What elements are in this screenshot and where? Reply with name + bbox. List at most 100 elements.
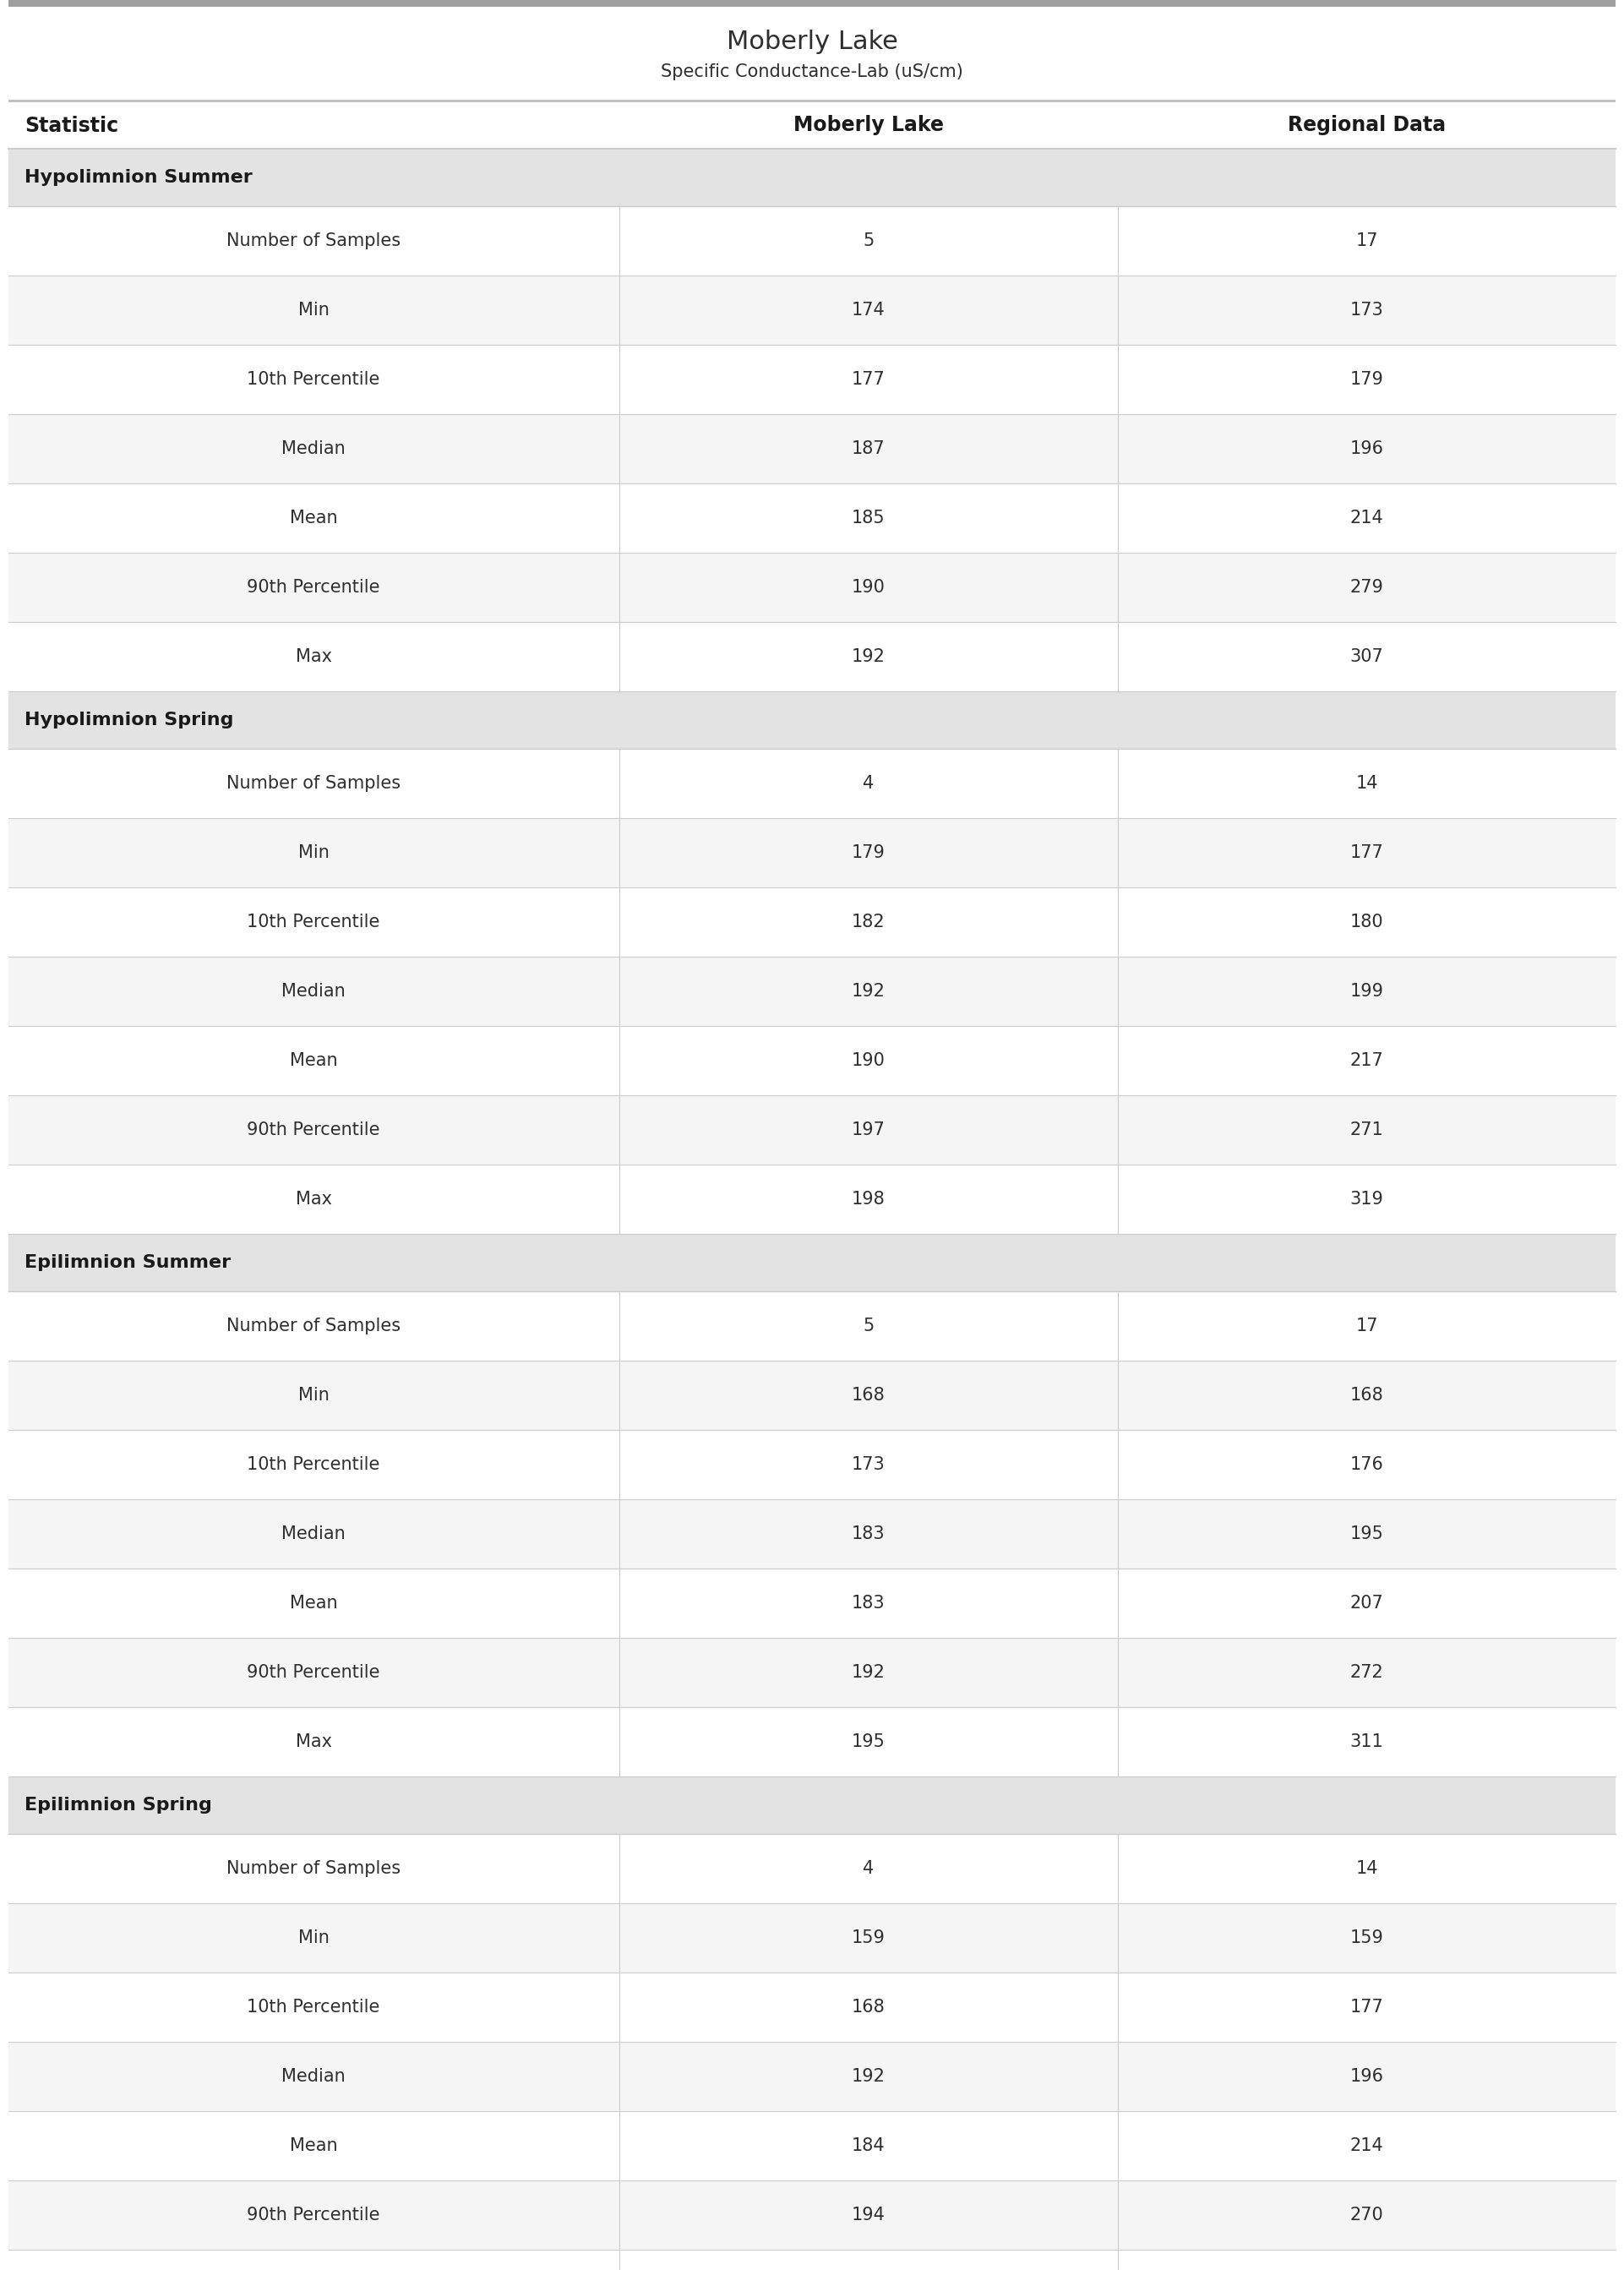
Text: 184: 184 (851, 2138, 885, 2154)
Bar (8, 956, 1616, 1026)
Bar (8, 1973, 1616, 2041)
Bar (8, 1902, 1616, 1973)
Bar (8, 692, 1616, 749)
Bar (8, 2250, 1616, 2270)
Bar (8, 622, 1616, 692)
Text: 168: 168 (851, 1998, 885, 2016)
Bar (8, 207, 1616, 275)
Text: Moberly Lake: Moberly Lake (726, 30, 898, 54)
Text: 14: 14 (1356, 774, 1377, 792)
Text: Median: Median (281, 1525, 346, 1541)
Bar (8, 1707, 1616, 1777)
Text: 307: 307 (1350, 649, 1384, 665)
Text: 5: 5 (862, 232, 874, 250)
Text: 185: 185 (851, 508, 885, 527)
Text: 187: 187 (851, 440, 885, 456)
Text: 270: 270 (1350, 2206, 1384, 2225)
Text: Number of Samples: Number of Samples (226, 1859, 401, 1877)
Text: 192: 192 (851, 2068, 885, 2084)
Text: 174: 174 (851, 302, 885, 318)
Text: Max: Max (296, 1192, 331, 1208)
Text: Min: Min (299, 1930, 330, 1945)
Bar (8, 2041, 1616, 2111)
Text: 168: 168 (1350, 1387, 1384, 1403)
Text: 192: 192 (851, 649, 885, 665)
Text: Epilimnion Summer: Epilimnion Summer (24, 1253, 231, 1271)
Text: Mean: Mean (289, 2138, 338, 2154)
Text: Mean: Mean (289, 1053, 338, 1069)
Text: 180: 180 (1350, 913, 1384, 931)
Text: 14: 14 (1356, 1859, 1377, 1877)
Text: 179: 179 (851, 844, 885, 860)
Bar (8, 817, 1616, 888)
Bar (8, 1430, 1616, 1498)
Text: 196: 196 (1350, 440, 1384, 456)
Text: Regional Data: Regional Data (1288, 116, 1445, 136)
Text: 177: 177 (1350, 1998, 1384, 2016)
Text: 173: 173 (851, 1455, 885, 1473)
Bar (8, 749, 1616, 817)
Text: 192: 192 (851, 983, 885, 999)
Text: 311: 311 (1350, 1734, 1384, 1750)
Bar (8, 1834, 1616, 1902)
Text: Number of Samples: Number of Samples (226, 774, 401, 792)
Text: 198: 198 (851, 1192, 885, 1208)
Text: 10th Percentile: 10th Percentile (247, 1455, 380, 1473)
Text: Specific Conductance-Lab (uS/cm): Specific Conductance-Lab (uS/cm) (661, 64, 963, 79)
Bar (8, 1235, 1616, 1292)
Bar (8, 100, 1616, 102)
Text: 90th Percentile: 90th Percentile (247, 1664, 380, 1682)
Text: 10th Percentile: 10th Percentile (247, 370, 380, 388)
Text: 319: 319 (1350, 1192, 1384, 1208)
Text: Number of Samples: Number of Samples (226, 232, 401, 250)
Bar (8, 2181, 1616, 2250)
Text: Min: Min (299, 844, 330, 860)
Text: Hypolimnion Spring: Hypolimnion Spring (24, 711, 234, 729)
Bar (8, 484, 1616, 552)
Text: 279: 279 (1350, 579, 1384, 595)
Text: Median: Median (281, 983, 346, 999)
Text: 90th Percentile: 90th Percentile (247, 2206, 380, 2225)
Bar (8, 1639, 1616, 1707)
Text: Moberly Lake: Moberly Lake (793, 116, 944, 136)
Text: Statistic: Statistic (24, 116, 119, 136)
Bar (8, 1096, 1616, 1165)
Text: Max: Max (296, 1734, 331, 1750)
Text: Max: Max (296, 649, 331, 665)
Text: 4: 4 (862, 1859, 874, 1877)
Text: Mean: Mean (289, 508, 338, 527)
Text: 197: 197 (851, 1121, 885, 1137)
Text: Hypolimnion Summer: Hypolimnion Summer (24, 168, 252, 186)
Bar (8, 1360, 1616, 1430)
Text: Number of Samples: Number of Samples (226, 1317, 401, 1335)
Text: 176: 176 (1350, 1455, 1384, 1473)
Text: 17: 17 (1356, 1317, 1377, 1335)
Text: 217: 217 (1350, 1053, 1384, 1069)
Bar (8, 1026, 1616, 1096)
Bar (8, 2111, 1616, 2181)
Text: 214: 214 (1350, 2138, 1384, 2154)
Text: 177: 177 (1350, 844, 1384, 860)
Text: 190: 190 (851, 579, 885, 595)
Text: 192: 192 (851, 1664, 885, 1682)
Text: 183: 183 (851, 1525, 885, 1541)
Text: Mean: Mean (289, 1596, 338, 1612)
Text: 183: 183 (851, 1596, 885, 1612)
Bar (8, 1498, 1616, 1569)
Text: Median: Median (281, 2068, 346, 2084)
Text: 196: 196 (1350, 2068, 1384, 2084)
Bar (8, 552, 1616, 622)
Text: 272: 272 (1350, 1664, 1384, 1682)
Bar (8, 888, 1616, 956)
Bar (8, 150, 1616, 207)
Text: Min: Min (299, 1387, 330, 1403)
Text: 271: 271 (1350, 1121, 1384, 1137)
Bar (8, 275, 1616, 345)
Bar (8, 1165, 1616, 1235)
Bar (8, 413, 1616, 484)
Text: 168: 168 (851, 1387, 885, 1403)
Text: 177: 177 (851, 370, 885, 388)
Text: 195: 195 (851, 1734, 885, 1750)
Text: 159: 159 (1350, 1930, 1384, 1945)
Text: Epilimnion Spring: Epilimnion Spring (24, 1798, 211, 1814)
